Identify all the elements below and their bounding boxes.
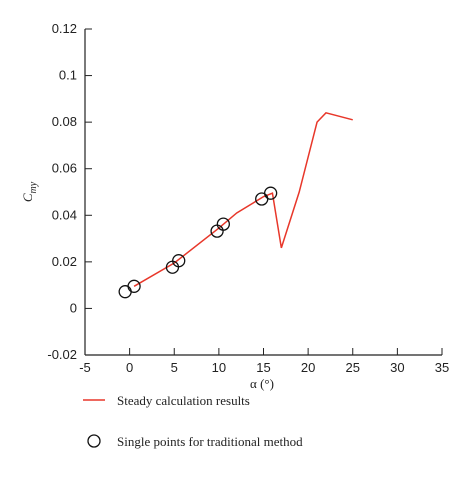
x-tick-label: 25 bbox=[346, 360, 360, 375]
data-point bbox=[127, 279, 141, 293]
data-point bbox=[172, 254, 186, 268]
data-point bbox=[255, 192, 269, 206]
y-tick-label: 0.1 bbox=[59, 68, 77, 83]
x-tick-label: 15 bbox=[256, 360, 270, 375]
x-tick-label: 35 bbox=[435, 360, 449, 375]
y-label-main: C bbox=[20, 193, 35, 202]
data-point bbox=[216, 217, 230, 231]
x-axis-label: α (°) bbox=[250, 376, 274, 391]
data-point bbox=[210, 224, 224, 238]
x-tick-label: 0 bbox=[126, 360, 133, 375]
y-tick-label: 0.06 bbox=[52, 161, 77, 176]
x-tick-label: -5 bbox=[79, 360, 91, 375]
y-tick-label: 0.02 bbox=[52, 254, 77, 269]
data-point bbox=[118, 285, 132, 299]
x-tick-label: 20 bbox=[301, 360, 315, 375]
x-tick-label: 5 bbox=[171, 360, 178, 375]
data-point bbox=[263, 186, 278, 200]
x-tick-label: 10 bbox=[212, 360, 226, 375]
y-tick-label: 0.04 bbox=[52, 207, 77, 222]
x-tick-label: 30 bbox=[390, 360, 404, 375]
y-tick-label: 0.12 bbox=[52, 21, 77, 36]
y-tick-label: 0 bbox=[70, 300, 77, 315]
data-line bbox=[133, 111, 353, 287]
y-tick-label: -0.02 bbox=[47, 347, 77, 362]
legend-label: Steady calculation results bbox=[117, 393, 250, 408]
legend-label: Single points for traditional method bbox=[117, 434, 303, 449]
y-tick-label: 0.08 bbox=[52, 114, 77, 129]
y-label-sub: my bbox=[28, 181, 39, 193]
legend-swatch bbox=[87, 434, 101, 448]
y-axis-label: Cmy bbox=[20, 181, 39, 202]
